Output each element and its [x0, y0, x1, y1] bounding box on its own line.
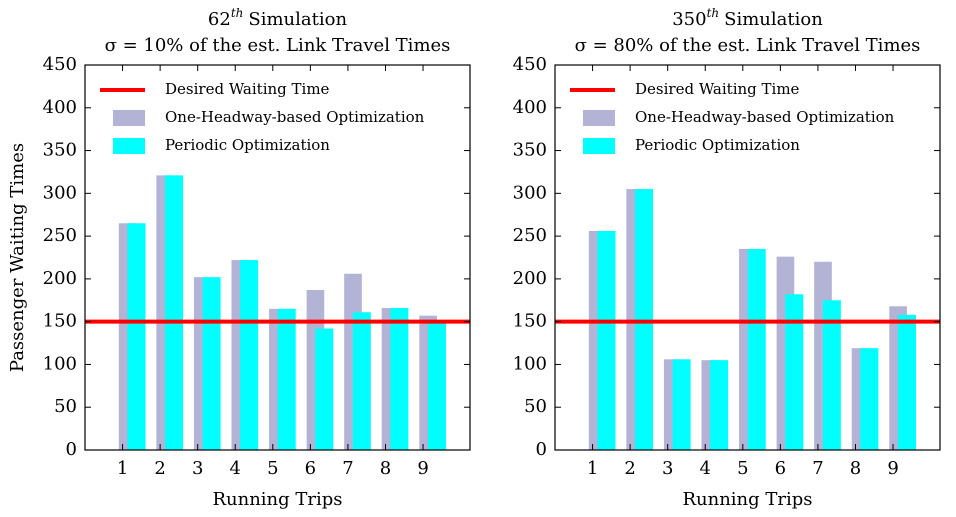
bar [202, 277, 221, 450]
y-tick-label: 50 [54, 396, 77, 417]
legend-label: Desired Waiting Time [165, 80, 330, 98]
title-superscript: th [707, 6, 720, 20]
bar [672, 359, 691, 450]
legend-label: One-Headway-based Optimization [635, 108, 895, 126]
chart-title: 350th Simulation [672, 6, 823, 31]
bar [427, 323, 446, 450]
x-tick-label: 4 [230, 458, 241, 479]
title-number: 350 [672, 9, 706, 30]
bar [277, 308, 296, 450]
y-tick-label: 350 [513, 140, 547, 161]
chart-subtitle: σ = 80% of the est. Link Travel Times [575, 35, 921, 56]
x-tick-label: 1 [117, 458, 128, 479]
legend-swatch [113, 138, 145, 154]
y-tick-label: 150 [43, 311, 77, 332]
x-tick-label: 7 [812, 458, 823, 479]
x-tick-label: 6 [775, 458, 786, 479]
y-tick-label: 150 [513, 311, 547, 332]
title-text: Simulation [248, 9, 347, 30]
y-tick-label: 50 [524, 396, 547, 417]
bar [165, 175, 184, 450]
x-tick-label: 8 [380, 458, 391, 479]
bar [710, 360, 729, 450]
plot-frame [554, 64, 941, 451]
y-tick-label: 300 [513, 182, 547, 203]
x-tick-label: 1 [587, 458, 598, 479]
bar [747, 248, 766, 450]
bar [860, 348, 879, 450]
y-tick-label: 450 [43, 54, 77, 75]
bar [352, 312, 371, 450]
plot-frame [84, 64, 471, 451]
legend-label: Periodic Optimization [635, 136, 800, 154]
x-tick-label: 2 [624, 458, 635, 479]
x-tick-label: 4 [700, 458, 711, 479]
x-tick-label: 2 [154, 458, 165, 479]
y-tick-label: 250 [513, 225, 547, 246]
bar [315, 328, 334, 450]
legend-label: Periodic Optimization [165, 136, 330, 154]
y-tick-label: 350 [43, 140, 77, 161]
bar [785, 294, 804, 450]
y-tick-label: 400 [513, 97, 547, 118]
x-axis-label: Running Trips [682, 489, 812, 510]
bar [240, 260, 259, 450]
x-tick-label: 8 [850, 458, 861, 479]
legend-swatch [583, 138, 615, 154]
y-tick-label: 400 [43, 97, 77, 118]
x-tick-label: 6 [305, 458, 316, 479]
y-tick-label: 0 [536, 439, 547, 460]
y-tick-label: 300 [43, 182, 77, 203]
x-tick-label: 5 [267, 458, 278, 479]
bar [897, 314, 916, 450]
chart-subtitle: σ = 10% of the est. Link Travel Times [105, 35, 451, 56]
y-tick-label: 200 [43, 268, 77, 289]
x-tick-label: 3 [662, 458, 673, 479]
x-tick-label: 9 [417, 458, 428, 479]
legend-swatch [583, 110, 615, 126]
x-axis-label: Running Trips [212, 489, 342, 510]
legend-label: One-Headway-based Optimization [165, 108, 425, 126]
bar [635, 189, 654, 451]
y-tick-label: 0 [66, 439, 77, 460]
y-tick-label: 450 [513, 54, 547, 75]
bar [597, 230, 616, 450]
y-tick-label: 100 [513, 353, 547, 374]
legend-label: Desired Waiting Time [635, 80, 800, 98]
y-tick-label: 250 [43, 225, 77, 246]
bar [390, 307, 409, 450]
title-text: Simulation [724, 9, 823, 30]
x-tick-label: 7 [342, 458, 353, 479]
title-superscript: th [231, 6, 244, 20]
x-tick-label: 9 [887, 458, 898, 479]
chart-title: 62th Simulation [208, 6, 348, 31]
y-axis-label: Passenger Waiting Times [7, 143, 28, 372]
x-tick-label: 5 [737, 458, 748, 479]
y-tick-label: 200 [513, 268, 547, 289]
legend-swatch [113, 110, 145, 126]
x-tick-label: 3 [192, 458, 203, 479]
y-tick-label: 100 [43, 353, 77, 374]
title-number: 62 [208, 9, 231, 30]
bar [127, 223, 146, 450]
bar [822, 300, 841, 450]
